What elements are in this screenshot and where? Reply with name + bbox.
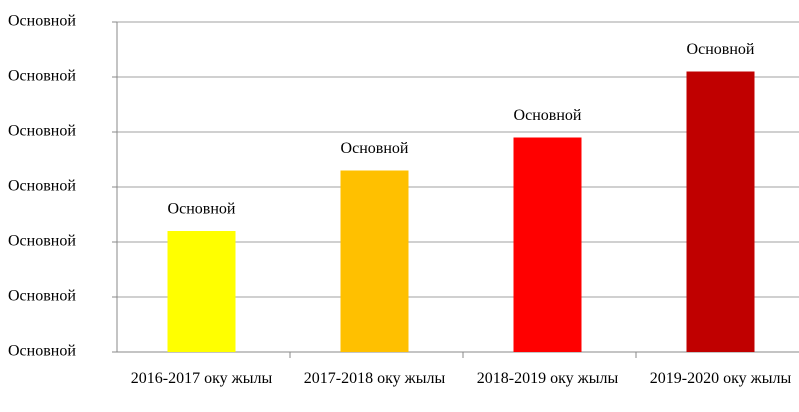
data-label: Основной	[168, 201, 236, 218]
data-label: Основной	[514, 107, 582, 124]
data-label: Основной	[687, 41, 755, 58]
y-tick-label: Основной	[8, 233, 76, 250]
y-tick-label: Основной	[8, 288, 76, 305]
y-tick-label: Основной	[8, 343, 76, 360]
x-tick-label: 2016-2017 оку жылы	[130, 370, 273, 387]
x-tick-label: 2019-2020 оку жылы	[649, 370, 792, 387]
x-tick-label: 2017-2018 оку жылы	[303, 370, 446, 387]
data-label: Основной	[341, 140, 409, 157]
y-tick-label: Основной	[8, 123, 76, 140]
y-tick-label: Основной	[8, 68, 76, 85]
y-tick-label: Основной	[8, 178, 76, 195]
y-tick-label: Основной	[8, 13, 76, 30]
x-tick-label: 2018-2019 оку жылы	[476, 370, 619, 387]
bar	[340, 170, 409, 352]
bar	[686, 71, 755, 352]
bar	[513, 137, 582, 352]
bar	[167, 231, 236, 352]
